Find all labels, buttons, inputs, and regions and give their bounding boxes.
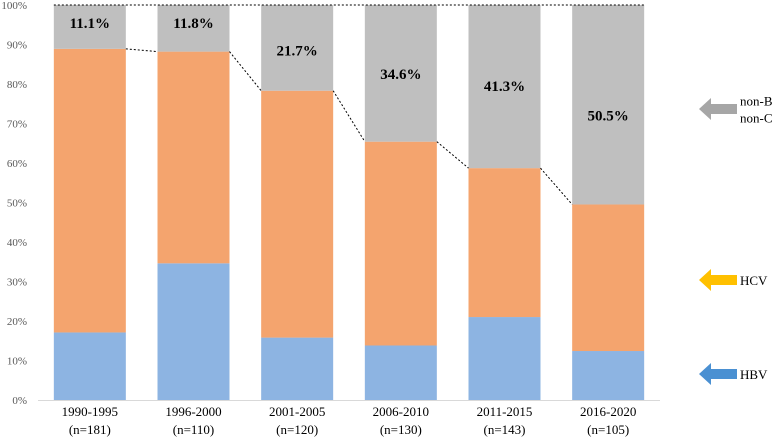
data-label: 21.7% — [277, 43, 318, 59]
bar-segment-non-b-non-c — [261, 5, 334, 91]
y-tick-label: 70% — [7, 119, 27, 131]
x-tick-label: 2006-2010 — [373, 404, 429, 419]
connector-line — [229, 51, 262, 92]
x-tick-count: (n=110) — [173, 422, 215, 437]
y-tick-label: 30% — [7, 277, 27, 289]
x-tick-count: (n=130) — [380, 422, 422, 437]
data-label: 50.5% — [588, 109, 629, 125]
bar-segment-non-b-non-c — [53, 5, 126, 49]
bar-segment-hcv — [261, 90, 334, 338]
y-tick-label: 40% — [7, 237, 27, 249]
connector-line — [436, 141, 469, 169]
y-axis: 0% 10% 20% 30% 40% 50% 60% 70% 80% 90% 100% — [1, 0, 660, 407]
bar-segment-non-b-non-c — [572, 5, 645, 205]
bar-segment-hcv — [53, 48, 126, 333]
data-label: 11.1% — [70, 16, 110, 32]
x-tick-count: (n=181) — [69, 422, 111, 437]
bar-segment-hbv — [53, 332, 126, 400]
legend-label-hbv: HBV — [740, 367, 768, 382]
x-tick-label: 2001-2005 — [269, 404, 325, 419]
x-tick-label: 1996-2000 — [165, 404, 221, 419]
legend-label-non-b-non-c: non-C — [740, 111, 773, 126]
connector-line — [540, 167, 573, 205]
dotted-connectors — [53, 4, 645, 205]
bars — [53, 5, 645, 400]
legend-arrow-icon-hbv — [699, 363, 737, 385]
bar-segment-non-b-non-c — [468, 5, 541, 169]
data-label: 41.3% — [484, 79, 525, 95]
legend-label-non-b-non-c: non-B — [740, 94, 773, 109]
legend-arrow-icon-non-b-non-c — [699, 98, 737, 120]
legend: non-B non-C HCV HBV — [699, 94, 773, 385]
bar-segment-hcv — [157, 51, 230, 264]
connector-line — [125, 48, 158, 53]
bar-segment-hbv — [468, 317, 541, 400]
y-tick-label: 100% — [1, 0, 27, 12]
legend-label-hcv: HCV — [740, 273, 768, 288]
y-tick-label: 20% — [7, 316, 27, 328]
y-tick-label: 80% — [7, 79, 27, 91]
data-label: 34.6% — [380, 67, 421, 83]
y-tick-label: 10% — [7, 356, 27, 368]
x-tick-count: (n=120) — [276, 422, 318, 437]
bar-segment-hcv — [468, 168, 541, 318]
y-tick-label: 90% — [7, 40, 27, 52]
bar-segment-non-b-non-c — [364, 5, 437, 142]
data-labels: 11.1% 11.8% 21.7% 34.6% 41.3% 50.5% — [70, 16, 629, 125]
data-label: 11.8% — [173, 16, 213, 32]
legend-arrow-icon-hcv — [699, 269, 737, 291]
bar-segment-hbv — [364, 345, 437, 400]
bar-segment-non-b-non-c — [157, 5, 230, 52]
x-tick-count: (n=105) — [587, 422, 629, 437]
y-tick-label: 60% — [7, 158, 27, 170]
bar-segment-hcv — [364, 141, 437, 346]
y-tick-label: 0% — [12, 395, 27, 407]
x-tick-label: 2016-2020 — [580, 404, 636, 419]
bar-segment-hbv — [261, 337, 334, 400]
x-tick-label: 2011-2015 — [477, 404, 533, 419]
x-tick-label: 1990-1995 — [62, 404, 118, 419]
connector-line — [332, 90, 366, 142]
y-tick-label: 50% — [7, 198, 27, 210]
x-tick-count: (n=143) — [484, 422, 526, 437]
x-axis: 1990-1995 (n=181) 1996-2000 (n=110) 2001-200… — [62, 404, 637, 437]
bar-segment-hbv — [572, 351, 645, 400]
bar-segment-hbv — [157, 263, 230, 400]
bar-segment-hcv — [572, 204, 645, 352]
